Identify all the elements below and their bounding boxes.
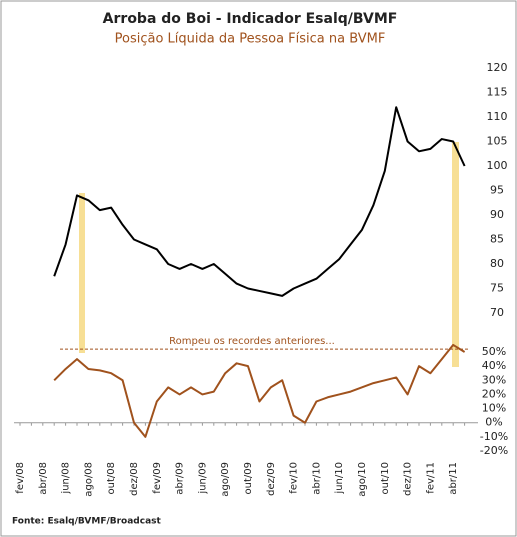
x-tick-label: out/08: [106, 462, 117, 494]
y2-tick-label: 0%: [485, 416, 502, 429]
x-tick-label: jun/10: [334, 462, 345, 495]
highlight: [452, 142, 459, 367]
y2-tick-label: 20%: [482, 387, 506, 400]
y-tick-label: 90: [490, 208, 504, 221]
x-tick-label: dez/09: [266, 462, 277, 496]
x-tick-label: abr/09: [175, 462, 186, 495]
y2-tick-label: 30%: [482, 373, 506, 386]
x-tick-label: fev/10: [289, 462, 300, 494]
y-tick-label: 120: [487, 61, 508, 74]
y-tick-label: 105: [487, 135, 508, 148]
x-tick-label: fev/11: [425, 462, 436, 494]
series-line: [53, 343, 466, 438]
x-tick-label: ago/08: [83, 462, 94, 497]
x-tick-label: jun/08: [61, 462, 72, 495]
x-tick-label: abr/11: [448, 462, 459, 495]
highlight: [79, 193, 85, 353]
x-tick-label: abr/08: [38, 462, 49, 495]
y2-tick-label: 40%: [482, 359, 506, 372]
x-tick-label: dez/10: [403, 462, 414, 496]
x-tick-label: abr/10: [311, 462, 322, 495]
y-tick-label: 75: [490, 282, 504, 295]
y2-tick-label: -10%: [480, 430, 508, 443]
source: Fonte: Esalq/BVMF/Broadcast: [12, 517, 162, 527]
x-tick-label: fev/09: [152, 462, 163, 494]
y-tick-label: 110: [487, 110, 508, 123]
x-tick-label: ago/10: [357, 462, 368, 497]
y-tick-label: 80: [490, 257, 504, 270]
x-tick-label: fev/08: [15, 462, 26, 494]
y-tick-label: 95: [490, 184, 504, 197]
x-tick-label: out/10: [380, 462, 391, 494]
chart-subtitle: Posição Líquida da Pessoa Física na BVMF: [115, 32, 386, 47]
annotation: Rompeu os recordes anteriores...: [169, 336, 335, 347]
chart-title: Arroba do Boi - Indicador Esalq/BVMF: [103, 11, 398, 27]
y2-tick-label: -20%: [480, 444, 508, 457]
x-tick-label: out/09: [243, 462, 254, 494]
x-tick-label: ago/09: [220, 462, 231, 497]
series-line: [53, 106, 466, 297]
y-tick-label: 85: [490, 233, 504, 246]
y2-tick-label: 10%: [482, 402, 506, 415]
y-tick-label: 100: [487, 159, 508, 172]
x-tick-label: dez/08: [129, 462, 140, 496]
y-tick-label: 70: [490, 306, 504, 319]
y-tick-label: 115: [487, 86, 508, 99]
y2-tick-label: 50%: [482, 345, 506, 358]
x-tick-label: jun/09: [197, 462, 208, 495]
